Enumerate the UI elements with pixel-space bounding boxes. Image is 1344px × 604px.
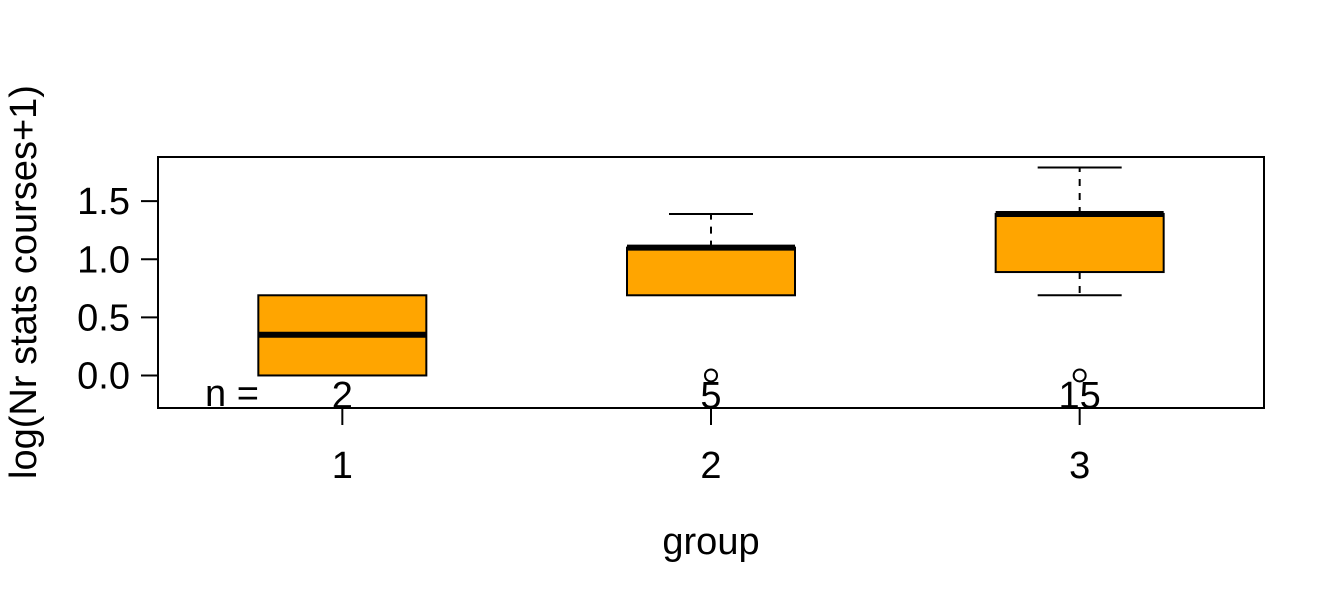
y-tick-label: 0.5	[77, 297, 130, 339]
outlier-point	[704, 368, 718, 383]
x-tick-label: 3	[1069, 445, 1090, 487]
count-label: 5	[700, 375, 721, 417]
plot-layer: 0.0 0.5 1.0 1.5 1 2 3 2 5 15 n = group log(Nr stats …	[3, 85, 1265, 563]
y-tick-label: 0.0	[77, 355, 130, 397]
count-label: 2	[332, 375, 353, 417]
x-tick-label: 1	[332, 445, 353, 487]
x-tick-label: 2	[700, 445, 721, 487]
y-tick-label: 1.5	[77, 181, 130, 223]
x-axis-title: group	[662, 521, 759, 563]
box-iqr	[994, 212, 1165, 274]
count-label: 15	[1059, 375, 1101, 417]
y-tick-label: 1.0	[77, 239, 130, 281]
count-prefix-label: n =	[205, 373, 259, 415]
box-iqr	[626, 246, 796, 297]
outlier-point	[1072, 368, 1087, 383]
y-axis-title: log(Nr stats courses+1)	[3, 85, 45, 479]
